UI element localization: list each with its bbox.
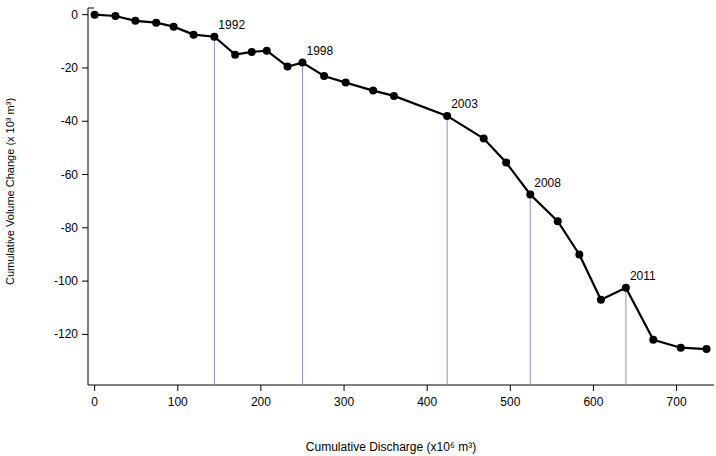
series-marker	[677, 344, 685, 352]
y-range-end	[88, 8, 94, 9]
series-marker	[390, 92, 398, 100]
series-marker	[703, 345, 711, 353]
x-tick	[177, 385, 178, 391]
x-axis-title: Cumulative Discharge (x10⁶ m³)	[306, 440, 476, 454]
annotation-line	[214, 37, 215, 385]
chart: -120 -100 -80 -60 -40 -20 0 0 100 200 300 400 500 600…	[0, 0, 716, 456]
x-tick-label: 500	[500, 395, 520, 409]
series-marker	[597, 296, 605, 304]
series-marker	[248, 48, 256, 56]
series-marker	[622, 284, 630, 292]
y-tick-label: -20	[61, 61, 79, 75]
series-marker	[131, 17, 139, 25]
annotation-line	[530, 195, 531, 385]
series-marker	[111, 12, 119, 20]
y-axis-title: Cumulative Volume Change (x 10³ m³)	[4, 98, 16, 285]
series-marker	[210, 33, 218, 41]
series-marker	[554, 217, 562, 225]
x-axis	[88, 385, 714, 386]
y-tick-label: -120	[54, 327, 78, 341]
y-tick	[82, 67, 88, 68]
series-marker	[320, 72, 328, 80]
series-marker	[502, 159, 510, 167]
x-tick	[260, 385, 261, 391]
series-marker	[152, 19, 160, 27]
y-tick	[82, 121, 88, 122]
y-tick-label: -40	[61, 114, 79, 128]
y-tick-label: 0	[71, 8, 78, 22]
y-tick	[82, 227, 88, 228]
x-tick-label: 400	[417, 395, 437, 409]
series-marker	[284, 63, 292, 71]
series-marker	[298, 59, 306, 67]
y-tick-label: -60	[61, 168, 79, 182]
annotation-label: 1998	[306, 44, 333, 58]
series-marker	[190, 31, 198, 39]
annotation-line	[447, 116, 448, 385]
x-tick-label: 300	[334, 395, 354, 409]
x-tick	[94, 385, 95, 391]
series-marker	[369, 87, 377, 95]
series-marker	[91, 11, 99, 19]
x-tick	[344, 385, 345, 391]
series-marker	[575, 250, 583, 258]
x-tick-label: 600	[583, 395, 603, 409]
y-tick	[82, 14, 88, 15]
x-tick	[593, 385, 594, 391]
annotation-lines	[214, 37, 626, 385]
x-tick	[427, 385, 428, 391]
y-tick	[82, 334, 88, 335]
series-group	[91, 11, 711, 353]
y-tick-label: -80	[61, 221, 79, 235]
y-axis	[88, 8, 89, 385]
annotation-line	[302, 63, 303, 385]
y-tick	[82, 281, 88, 282]
series-line	[95, 15, 707, 349]
annotation-label: 2008	[534, 176, 561, 190]
y-tick-label: -100	[54, 274, 78, 288]
y-tick	[82, 174, 88, 175]
x-tick-label: 0	[91, 395, 98, 409]
series-marker	[443, 112, 451, 120]
x-tick	[510, 385, 511, 391]
annotation-label: 2011	[630, 269, 656, 283]
series-marker	[170, 23, 178, 31]
series-marker	[649, 336, 657, 344]
annotation-label: 1992	[218, 18, 245, 32]
annotation-label: 2003	[451, 97, 478, 111]
x-tick-label: 100	[168, 395, 188, 409]
series-marker	[480, 135, 488, 143]
x-tick-label: 200	[251, 395, 271, 409]
series-marker	[263, 47, 271, 55]
series-marker	[526, 191, 534, 199]
series-marker	[342, 79, 350, 87]
annotation-line	[625, 288, 626, 385]
x-tick	[676, 385, 677, 391]
series-marker	[231, 51, 239, 59]
x-tick-label: 700	[667, 395, 687, 409]
